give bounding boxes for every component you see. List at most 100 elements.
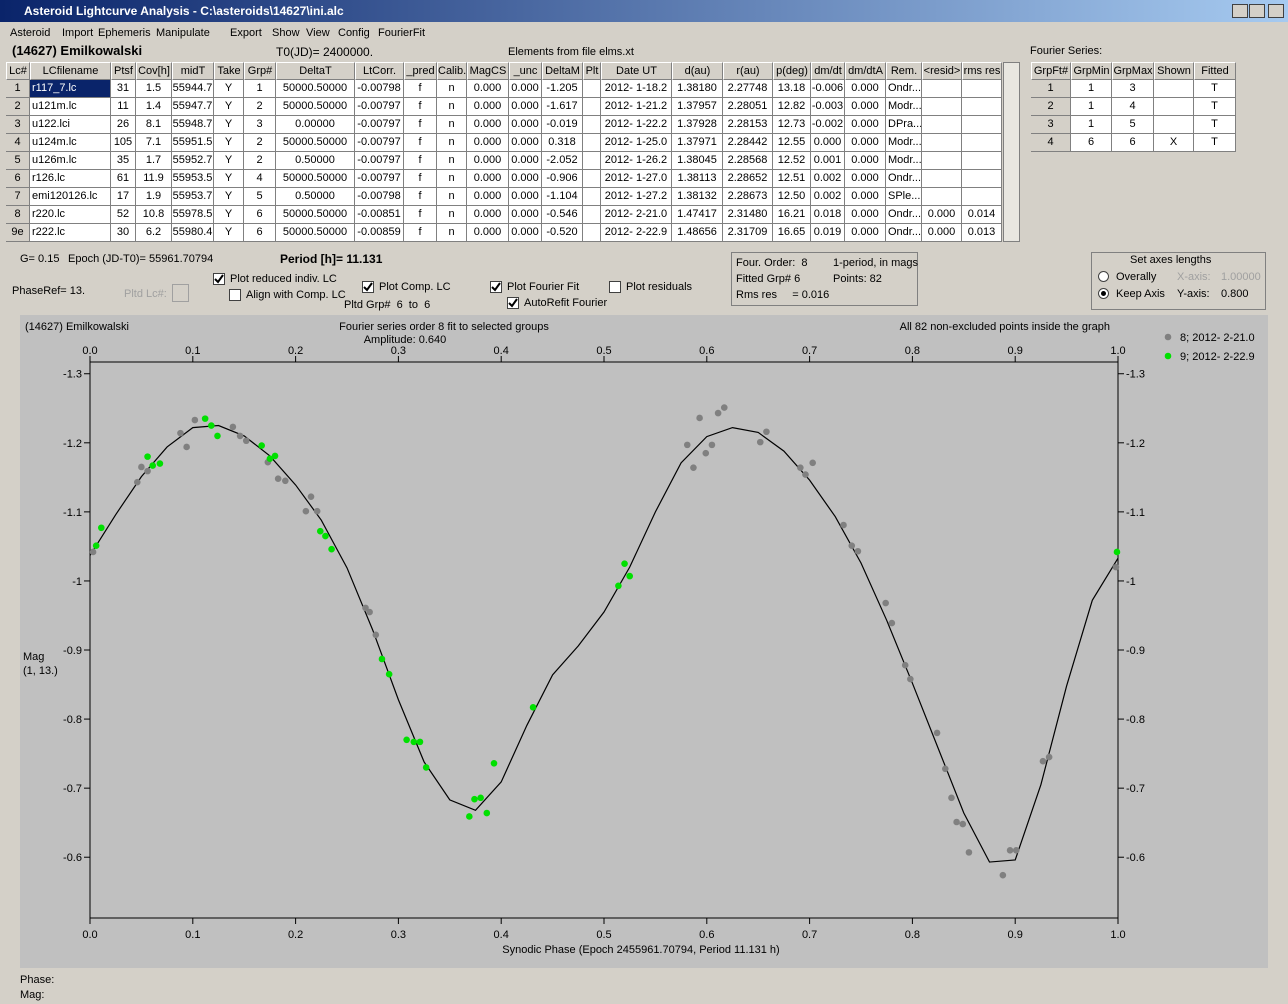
table-cell: 6 bbox=[244, 224, 276, 242]
period-label: Period [h]= 11.131 bbox=[280, 252, 383, 266]
table-cell: 55952.7 bbox=[172, 152, 214, 170]
radio[interactable] bbox=[1098, 271, 1109, 282]
data-point bbox=[422, 764, 430, 771]
chart-subtitle: Amplitude: 0.640 bbox=[364, 334, 447, 346]
table-cell bbox=[583, 152, 601, 170]
table-cell bbox=[922, 152, 962, 170]
check-mark bbox=[363, 282, 373, 292]
table-cell: 13.18 bbox=[773, 80, 811, 98]
table-cell: 1 bbox=[1071, 80, 1112, 98]
table-cell[interactable]: u126m.lc bbox=[30, 152, 111, 170]
g-label: G= 0.15 bbox=[20, 253, 60, 265]
table-cell[interactable] bbox=[1154, 98, 1194, 116]
checkbox[interactable] bbox=[609, 281, 621, 293]
data-point bbox=[307, 493, 315, 500]
scrollbar[interactable] bbox=[1003, 62, 1020, 242]
table-cell[interactable]: r126.lc bbox=[30, 170, 111, 188]
menu-item[interactable]: Import bbox=[62, 27, 94, 39]
menu-item[interactable]: Show bbox=[272, 27, 300, 39]
table-cell: f bbox=[404, 80, 437, 98]
data-point bbox=[302, 507, 310, 515]
table-cell: 2012- 2-21.0 bbox=[601, 206, 672, 224]
close-button[interactable] bbox=[1268, 4, 1284, 18]
table-cell: 6.2 bbox=[136, 224, 172, 242]
table-header: Calib. bbox=[437, 62, 467, 80]
data-point bbox=[708, 441, 716, 449]
data-point bbox=[854, 547, 862, 555]
table-cell[interactable]: u121m.lc bbox=[30, 98, 111, 116]
table-header: <resid> bbox=[922, 62, 962, 80]
menu-item[interactable]: Config bbox=[338, 27, 370, 39]
minimize-button[interactable] bbox=[1232, 4, 1248, 18]
menu-item[interactable]: View bbox=[306, 27, 330, 39]
table-cell[interactable]: r117_7.lc bbox=[30, 80, 111, 98]
table-cell: 2012- 1-27.0 bbox=[601, 170, 672, 188]
menu-item[interactable]: Manipulate bbox=[156, 27, 210, 39]
data-point bbox=[316, 527, 324, 535]
table-cell[interactable]: u122.lci bbox=[30, 116, 111, 134]
table-cell bbox=[922, 116, 962, 134]
table-cell: 1.38045 bbox=[672, 152, 723, 170]
restore-button[interactable] bbox=[1249, 4, 1265, 18]
title-bar: Asteroid Lightcurve Analysis - C:\astero… bbox=[0, 0, 1288, 22]
table-cell[interactable]: X bbox=[1154, 134, 1194, 152]
table-cell[interactable]: r222.lc bbox=[30, 224, 111, 242]
data-point bbox=[156, 460, 164, 467]
table-cell: 12.55 bbox=[773, 134, 811, 152]
table-cell: 2.31480 bbox=[723, 206, 773, 224]
menu-item[interactable]: Export bbox=[230, 27, 262, 39]
data-point bbox=[410, 738, 418, 746]
data-point bbox=[372, 631, 380, 639]
table-cell: 1.37971 bbox=[672, 134, 723, 152]
table-cell: 6 bbox=[244, 206, 276, 224]
table-cell: 11.9 bbox=[136, 170, 172, 188]
checkbox[interactable] bbox=[213, 273, 225, 285]
table-cell: 0.013 bbox=[962, 224, 1002, 242]
table-cell: 12.52 bbox=[773, 152, 811, 170]
table-cell[interactable] bbox=[1154, 80, 1194, 98]
menu-item[interactable]: Asteroid bbox=[10, 27, 51, 39]
x-tick-label: 0.4 bbox=[494, 929, 509, 941]
table-cell: T bbox=[1194, 134, 1236, 152]
table-cell: Y bbox=[214, 224, 244, 242]
checkbox[interactable] bbox=[507, 297, 519, 309]
table-cell: 7.1 bbox=[136, 134, 172, 152]
checkbox[interactable] bbox=[490, 281, 502, 293]
data-point bbox=[271, 452, 279, 460]
info-line: Rms res = 0.016 bbox=[736, 289, 830, 301]
table-cell: 6 bbox=[6, 170, 30, 188]
checkbox[interactable] bbox=[229, 289, 241, 301]
table-cell: 0.000 bbox=[845, 98, 886, 116]
y-tick-label-right: -0.6 bbox=[1126, 852, 1145, 864]
mag-status: Mag: bbox=[20, 989, 45, 1001]
x-axis-label: X-axis: bbox=[1177, 271, 1211, 283]
table-cell[interactable] bbox=[1154, 116, 1194, 134]
radio[interactable] bbox=[1098, 288, 1109, 299]
table-cell[interactable]: u124m.lc bbox=[30, 134, 111, 152]
phase-status: Phase: bbox=[20, 974, 55, 986]
table-cell: 4 bbox=[244, 170, 276, 188]
table-cell: 31 bbox=[111, 80, 136, 98]
table-cell: Ondr... bbox=[886, 170, 922, 188]
table-cell[interactable]: emi120126.lc bbox=[30, 188, 111, 206]
data-point bbox=[626, 572, 633, 580]
table-cell: f bbox=[404, 188, 437, 206]
x-tick-label-top: 1.0 bbox=[1110, 345, 1125, 357]
x-tick-label: 0.0 bbox=[82, 929, 97, 941]
y-tick-label: -1.1 bbox=[63, 507, 82, 519]
check-mark bbox=[508, 298, 518, 308]
table-cell: 2 bbox=[1031, 98, 1071, 116]
asteroid-name: (14627) Emilkowalski bbox=[12, 43, 143, 58]
table-header: Plt bbox=[583, 62, 601, 80]
checkbox[interactable] bbox=[362, 281, 374, 293]
table-header: LtCorr. bbox=[355, 62, 404, 80]
spin-button[interactable] bbox=[172, 284, 189, 302]
data-point bbox=[714, 409, 722, 417]
menu-item[interactable]: Ephemeris bbox=[98, 27, 151, 39]
menu-item[interactable]: FourierFit bbox=[378, 27, 426, 39]
table-cell: 2.28442 bbox=[723, 134, 773, 152]
table-cell[interactable]: r220.lc bbox=[30, 206, 111, 224]
data-point bbox=[366, 608, 373, 616]
table-cell: 4 bbox=[1031, 134, 1071, 152]
